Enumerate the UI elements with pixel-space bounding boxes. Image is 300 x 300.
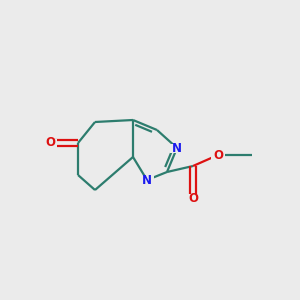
Text: O: O [45,136,55,149]
FancyBboxPatch shape [140,176,154,184]
Text: O: O [213,148,223,161]
FancyBboxPatch shape [186,194,200,202]
Text: N: N [172,142,182,154]
FancyBboxPatch shape [211,151,225,160]
Text: N: N [142,173,152,187]
FancyBboxPatch shape [43,139,57,148]
Text: O: O [188,191,198,205]
FancyBboxPatch shape [170,143,184,152]
